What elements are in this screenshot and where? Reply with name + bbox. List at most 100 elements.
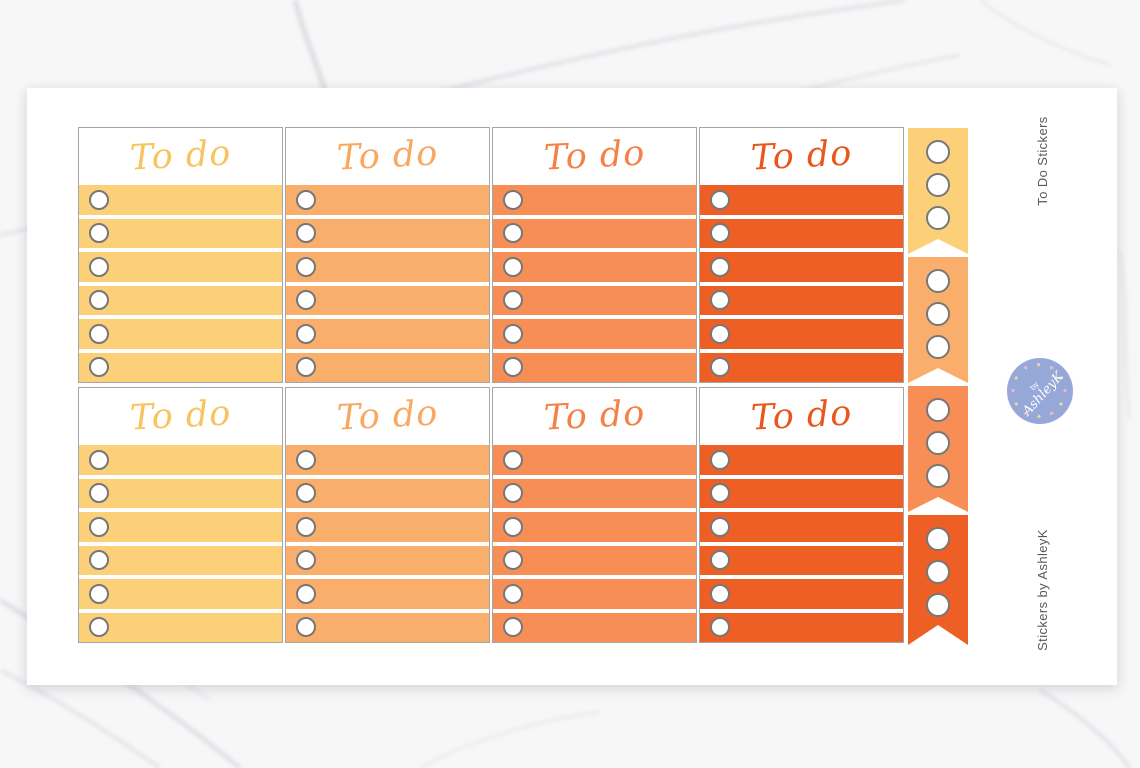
checkbox-circle bbox=[89, 357, 109, 378]
todo-bar bbox=[79, 445, 282, 475]
todo-sticker-header: To do bbox=[493, 128, 696, 185]
todo-script-text: To do bbox=[335, 393, 440, 439]
checkbox-circle bbox=[710, 223, 730, 244]
bar-list bbox=[79, 445, 282, 642]
checkbox-circle bbox=[503, 583, 523, 604]
side-label-brand: Stickers by AshleyK bbox=[1034, 529, 1050, 651]
checkbox-circle bbox=[296, 550, 316, 571]
todo-script-text: To do bbox=[542, 133, 647, 179]
todo-bar bbox=[700, 512, 903, 542]
checkbox-circle bbox=[89, 516, 109, 537]
todo-sticker-header: To do bbox=[700, 128, 903, 185]
todo-bar bbox=[493, 445, 696, 475]
checkbox-circle bbox=[296, 189, 316, 210]
todo-sticker-header: To do bbox=[286, 128, 489, 185]
todo-bar bbox=[493, 285, 696, 315]
checkbox-circle bbox=[503, 617, 523, 638]
todo-sticker: To do bbox=[492, 127, 697, 383]
todo-sticker: To do bbox=[699, 387, 904, 643]
checkbox-circle bbox=[926, 593, 950, 617]
todo-bar bbox=[286, 252, 489, 282]
todo-sticker: To do bbox=[285, 127, 490, 383]
todo-bar bbox=[286, 218, 489, 248]
todo-bar bbox=[286, 319, 489, 349]
checkbox-circle bbox=[89, 223, 109, 244]
checkbox-circle bbox=[296, 223, 316, 244]
checkbox-circle bbox=[926, 140, 950, 164]
checkbox-circle bbox=[926, 464, 950, 488]
banner-flag bbox=[908, 386, 968, 512]
todo-bar bbox=[79, 579, 282, 609]
todo-bar bbox=[493, 352, 696, 382]
todo-bar bbox=[79, 218, 282, 248]
bar-list bbox=[493, 445, 696, 642]
checkbox-circle bbox=[89, 617, 109, 638]
bar-list bbox=[79, 185, 282, 382]
todo-bar bbox=[700, 285, 903, 315]
sticker-grid: To do To do To do To do bbox=[78, 127, 904, 643]
heart-icon: ♥ bbox=[1036, 362, 1041, 369]
checkbox-circle bbox=[89, 256, 109, 277]
todo-sticker: To do bbox=[78, 387, 283, 643]
bar-list bbox=[286, 185, 489, 382]
checkbox-circle bbox=[503, 357, 523, 378]
todo-bar bbox=[493, 252, 696, 282]
todo-script-text: To do bbox=[542, 393, 647, 439]
side-label-product-name: To Do Stickers bbox=[1034, 116, 1050, 206]
todo-bar bbox=[493, 218, 696, 248]
checkbox-circle bbox=[926, 269, 950, 293]
checkbox-circle bbox=[710, 550, 730, 571]
checkbox-circle bbox=[503, 550, 523, 571]
checkbox-circle bbox=[926, 206, 950, 230]
checkbox-circle bbox=[89, 323, 109, 344]
todo-bar bbox=[700, 545, 903, 575]
checkbox-circle bbox=[926, 302, 950, 326]
todo-bar bbox=[79, 285, 282, 315]
todo-bar bbox=[286, 612, 489, 642]
todo-bar bbox=[286, 185, 489, 215]
todo-script-text: To do bbox=[128, 393, 233, 439]
todo-sticker: To do bbox=[285, 387, 490, 643]
checkbox-circle bbox=[710, 189, 730, 210]
checkbox-circle bbox=[296, 583, 316, 604]
banner-flag bbox=[908, 257, 968, 383]
todo-bar bbox=[700, 445, 903, 475]
checkbox-circle bbox=[710, 483, 730, 504]
checkbox-circle bbox=[926, 173, 950, 197]
checkbox-circle bbox=[296, 516, 316, 537]
checkbox-circle bbox=[503, 256, 523, 277]
sticker-sheet: To do To do To do To do bbox=[27, 88, 1117, 685]
bar-list bbox=[700, 445, 903, 642]
todo-bar bbox=[286, 285, 489, 315]
todo-bar bbox=[286, 545, 489, 575]
checkbox-circle bbox=[296, 449, 316, 470]
todo-script-text: To do bbox=[128, 133, 233, 179]
banner-strip bbox=[908, 128, 968, 645]
todo-bar bbox=[79, 612, 282, 642]
bar-list bbox=[493, 185, 696, 382]
checkbox-circle bbox=[89, 449, 109, 470]
todo-bar bbox=[79, 352, 282, 382]
bar-list bbox=[286, 445, 489, 642]
checkbox-circle bbox=[710, 290, 730, 311]
checkbox-circle bbox=[296, 617, 316, 638]
todo-bar bbox=[700, 579, 903, 609]
checkbox-circle bbox=[926, 527, 950, 551]
checkbox-circle bbox=[710, 617, 730, 638]
todo-bar bbox=[493, 545, 696, 575]
todo-bar bbox=[493, 612, 696, 642]
checkbox-circle bbox=[710, 516, 730, 537]
badge-heart-ring: ♥ ♥ ♥ ♥ ♥ ♥ ♥ ♥ ♥ ♥ ♥ ♥ bbox=[1007, 358, 1073, 424]
checkbox-circle bbox=[710, 449, 730, 470]
todo-bar bbox=[700, 478, 903, 508]
todo-bar bbox=[286, 478, 489, 508]
todo-bar bbox=[700, 185, 903, 215]
checkbox-circle bbox=[503, 223, 523, 244]
todo-bar bbox=[493, 319, 696, 349]
todo-sticker-header: To do bbox=[79, 388, 282, 445]
todo-bar bbox=[700, 352, 903, 382]
todo-bar bbox=[493, 579, 696, 609]
checkbox-circle bbox=[926, 335, 950, 359]
checkbox-circle bbox=[296, 256, 316, 277]
checkbox-circle bbox=[296, 357, 316, 378]
